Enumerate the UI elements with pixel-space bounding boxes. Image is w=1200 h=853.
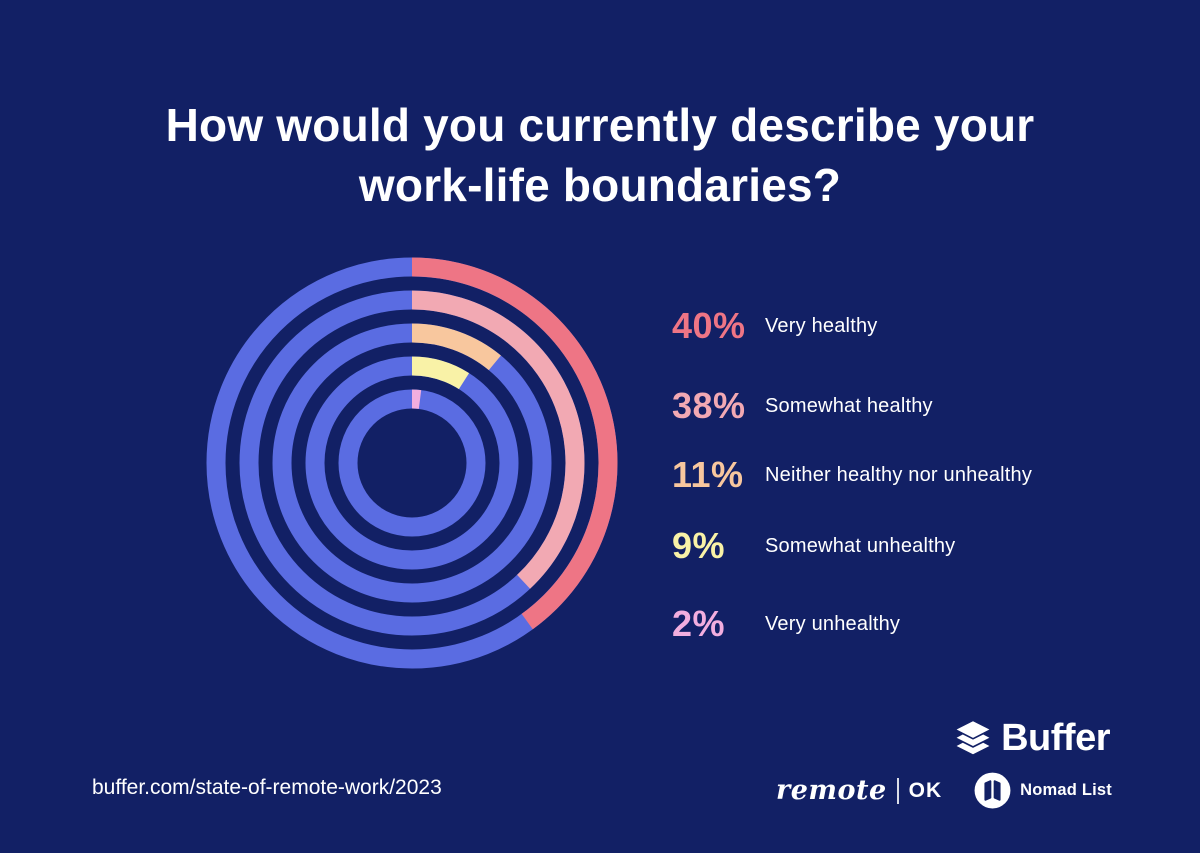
ring-segment-0 — [411, 257, 618, 630]
radial-rings-svg — [206, 257, 618, 669]
legend-item: 2% Very unhealthy — [672, 600, 900, 648]
legend-item: 11% Neither healthy nor unhealthy — [672, 451, 1032, 499]
remoteok-script-text: remote — [776, 775, 887, 806]
remoteok-logo: remote OK — [776, 775, 942, 806]
buffer-wordmark: Buffer — [1001, 717, 1110, 759]
legend-label: Somewhat healthy — [765, 394, 933, 417]
buffer-stack-icon — [952, 718, 994, 760]
legend-item: 9% Somewhat unhealthy — [672, 522, 955, 570]
legend-value: 9% — [672, 525, 726, 566]
legend-label: Somewhat unhealthy — [765, 534, 956, 557]
nomadlist-text: Nomad List — [1020, 781, 1112, 799]
ring-segment-3 — [411, 356, 470, 390]
ring-segment-2 — [411, 323, 501, 371]
legend-value: 40% — [672, 305, 746, 346]
legend-label: Neither healthy nor unhealthy — [765, 463, 1033, 486]
concentric-donut-chart — [202, 253, 622, 673]
legend-item: 40% Very healthy — [672, 302, 877, 350]
nomadlist-logo: Nomad List — [972, 770, 1112, 811]
remoteok-divider — [896, 777, 899, 804]
buffer-logo: Buffer — [952, 717, 1110, 760]
legend-value: 11% — [672, 454, 744, 495]
page-title: How would you currently describe your wo… — [165, 99, 1035, 211]
legend-item: 38% Somewhat healthy — [672, 382, 933, 430]
nomadlist-map-icon — [972, 770, 1013, 811]
legend-value: 2% — [672, 603, 726, 644]
source-url: buffer.com/state-of-remote-work/2023 — [92, 776, 442, 799]
ring-segment-4 — [411, 389, 422, 409]
ring-segment-1 — [411, 290, 585, 589]
ring-track-4 — [338, 389, 486, 537]
legend-value: 38% — [672, 385, 746, 426]
partner-logos: remote OK Nomad List — [776, 770, 1112, 811]
legend-label: Very unhealthy — [765, 612, 901, 635]
legend-label: Very healthy — [765, 314, 878, 337]
remoteok-ok-text: OK — [908, 778, 943, 802]
